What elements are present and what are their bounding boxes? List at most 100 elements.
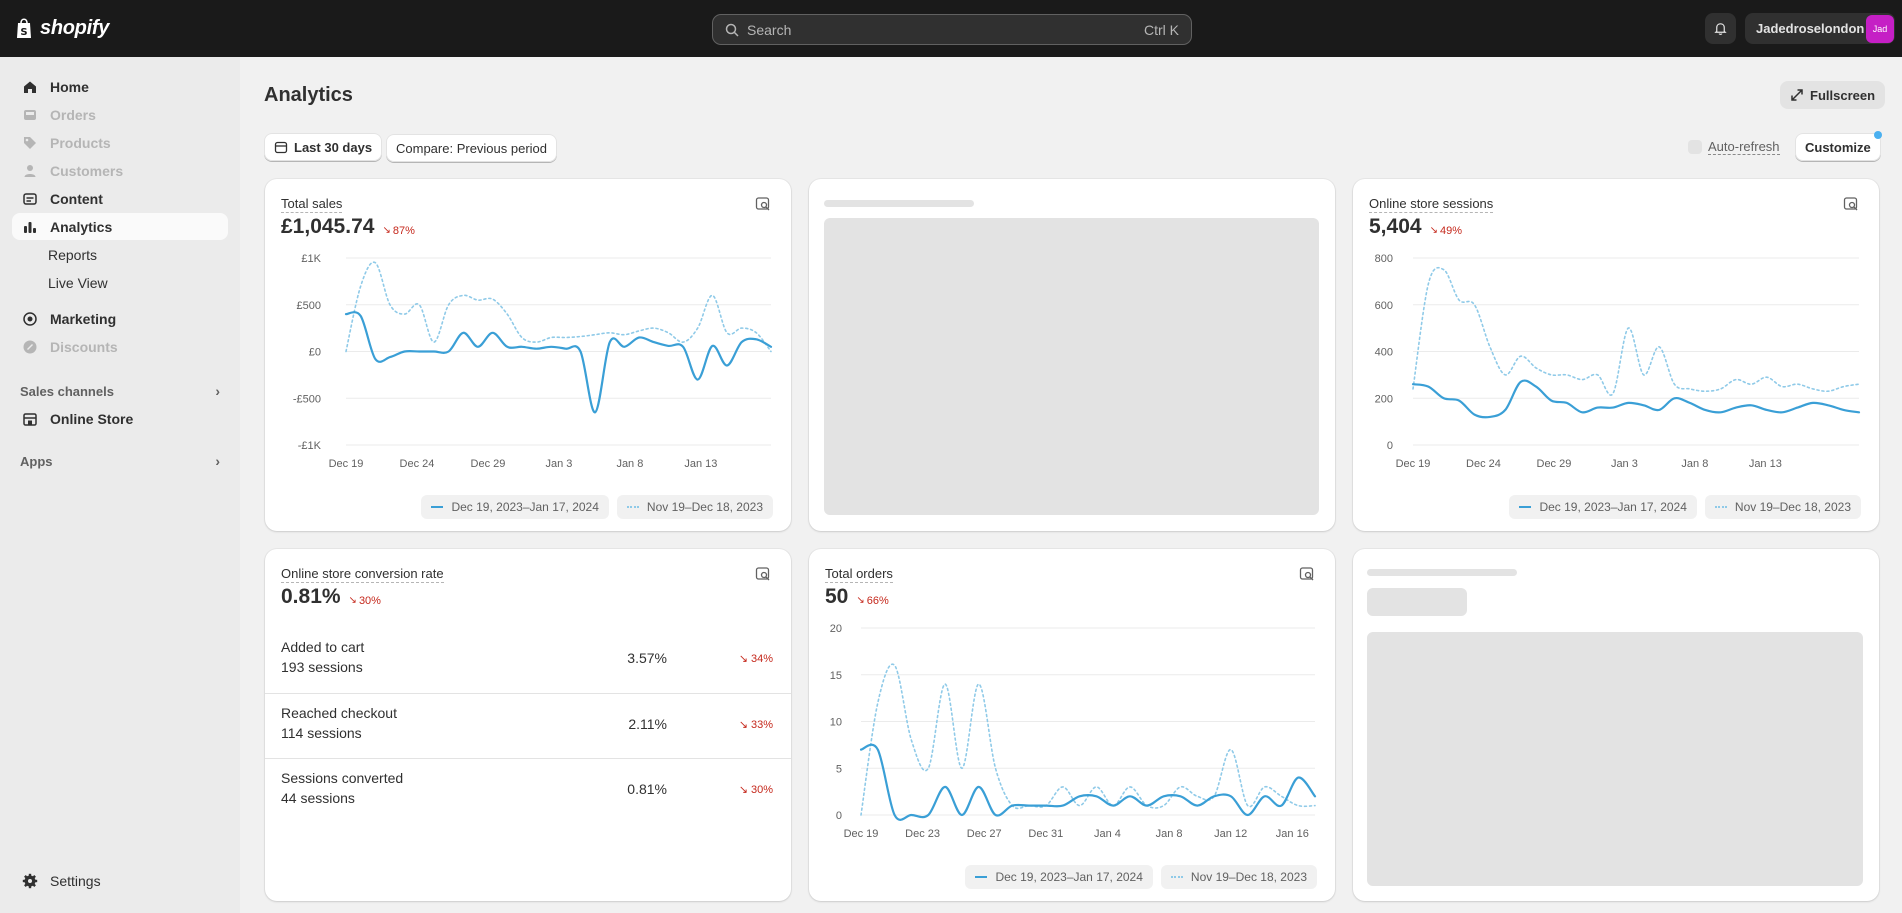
home-icon — [22, 79, 38, 95]
y-tick-label: 400 — [1375, 347, 1393, 359]
legend-previous[interactable]: Nov 19–Dec 18, 2023 — [1704, 495, 1861, 519]
chart-legend: Dec 19, 2023–Jan 17, 2024 Nov 19–Dec 18,… — [1509, 495, 1861, 519]
row-delta: ↘ 34% — [738, 653, 773, 665]
store-menu-button[interactable]: Jadedroselondon Jad — [1745, 13, 1895, 44]
delta-badge: ↘ 66% — [856, 595, 888, 607]
sidebar-item-label: Discounts — [50, 338, 118, 355]
legend-swatch — [1714, 506, 1727, 508]
explore-icon[interactable] — [1299, 566, 1315, 582]
search-shortcut: Ctrl K — [1144, 21, 1179, 38]
chevron-right-icon: › — [215, 453, 220, 469]
chevron-right-icon: › — [215, 383, 220, 399]
conversion-row: Reached checkout 114 sessions 2.11% ↘ 33… — [265, 693, 791, 758]
shopping-bag-icon: S — [17, 18, 31, 38]
settings-label: Settings — [50, 873, 101, 889]
tag-icon — [22, 135, 38, 151]
legend-current[interactable]: Dec 19, 2023–Jan 17, 2024 — [965, 865, 1153, 889]
sidebar-item-label: Orders — [50, 106, 96, 123]
card-title[interactable]: Total orders — [825, 566, 893, 583]
x-tick-label: Dec 19 — [844, 828, 879, 840]
target-icon — [22, 311, 38, 327]
page-title: Analytics — [264, 84, 353, 106]
legend-label: Nov 19–Dec 18, 2023 — [1190, 870, 1307, 884]
date-range-button[interactable]: Last 30 days — [264, 133, 383, 161]
fullscreen-button[interactable]: Fullscreen — [1780, 81, 1886, 109]
shopify-logo[interactable]: S shopify — [14, 16, 109, 40]
explore-icon[interactable] — [1843, 196, 1859, 212]
store-name: Jadedroselondon — [1756, 21, 1865, 36]
legend-previous[interactable]: Nov 19–Dec 18, 2023 — [1160, 865, 1317, 889]
card-value: 0.81% ↘ 30% — [281, 585, 381, 609]
y-tick-label: 20 — [830, 623, 842, 635]
legend-swatch — [626, 506, 639, 508]
y-tick-label: £0 — [309, 347, 321, 359]
sidebar-item-discounts[interactable]: Discounts — [12, 333, 228, 360]
x-tick-label: Dec 31 — [1028, 828, 1063, 840]
customize-button[interactable]: Customize — [1795, 133, 1881, 161]
legend-swatch — [431, 506, 444, 508]
sidebar-item-marketing[interactable]: Marketing — [12, 305, 228, 332]
settings-link[interactable]: Settings — [22, 873, 101, 889]
y-tick-label: 0 — [836, 810, 842, 822]
section-label: Sales channels — [20, 383, 114, 399]
sidebar-item-online-store[interactable]: Online Store — [12, 405, 228, 432]
x-tick-label: Jan 3 — [1611, 458, 1638, 470]
apps-section[interactable]: Apps › — [20, 453, 220, 469]
legend-swatch — [1170, 876, 1183, 878]
gear-icon — [22, 873, 38, 889]
x-tick-label: Jan 4 — [1094, 828, 1121, 840]
discount-icon — [22, 339, 38, 355]
date-range-label: Last 30 days — [294, 139, 373, 155]
sidebar-item-live-view[interactable]: Live View — [12, 269, 228, 296]
y-tick-label: £500 — [297, 300, 321, 312]
storefront-icon — [22, 411, 38, 427]
conversion-card[interactable]: Online store conversion rate 0.81% ↘ 30% … — [265, 549, 791, 901]
sidebar-item-customers[interactable]: Customers — [12, 157, 228, 184]
explore-icon[interactable] — [755, 566, 771, 582]
card-title[interactable]: Online store sessions — [1369, 196, 1494, 213]
x-tick-label: Dec 24 — [1466, 458, 1501, 470]
delta-value: 87% — [392, 224, 415, 237]
sales-channels-section[interactable]: Sales channels › — [20, 383, 220, 399]
row-sessions: 193 sessions — [281, 659, 363, 675]
sidebar-item-home[interactable]: Home — [12, 73, 228, 100]
legend-previous[interactable]: Nov 19–Dec 18, 2023 — [616, 495, 773, 519]
x-tick-label: Dec 19 — [1396, 458, 1431, 470]
delta-value: 30% — [358, 594, 381, 607]
card-title[interactable]: Total sales — [281, 196, 343, 213]
notifications-button[interactable] — [1705, 13, 1736, 44]
sidebar-item-reports[interactable]: Reports — [12, 241, 228, 268]
legend-current[interactable]: Dec 19, 2023–Jan 17, 2024 — [1509, 495, 1697, 519]
sidebar-item-orders[interactable]: Orders — [12, 101, 228, 128]
sidebar-item-products[interactable]: Products — [12, 129, 228, 156]
x-tick-label: Jan 12 — [1214, 828, 1247, 840]
card-value: £1,045.74 ↘ 87% — [281, 215, 415, 239]
x-tick-label: Dec 24 — [400, 458, 435, 470]
x-tick-label: Dec 23 — [905, 828, 940, 840]
legend-label: Dec 19, 2023–Jan 17, 2024 — [1539, 500, 1687, 514]
y-tick-label: 10 — [830, 717, 842, 729]
search-input[interactable]: Search Ctrl K — [712, 14, 1192, 45]
card-title[interactable]: Online store conversion rate — [281, 566, 444, 583]
expand-icon — [1791, 89, 1803, 101]
auto-refresh-toggle[interactable]: Auto-refresh — [1688, 139, 1780, 155]
legend-current[interactable]: Dec 19, 2023–Jan 17, 2024 — [421, 495, 609, 519]
sessions-card[interactable]: Online store sessions 5,404 ↘ 49% 800 600 4… — [1353, 179, 1879, 531]
customize-label: Customize — [1805, 139, 1871, 155]
explore-icon[interactable] — [755, 196, 771, 212]
y-tick-label: -£1K — [298, 440, 322, 452]
sidebar-item-label: Customers — [50, 162, 124, 179]
total-sales-card[interactable]: Total sales £1,045.74 ↘ 87% £1K £500 £0 -£50… — [265, 179, 791, 531]
sidebar-item-content[interactable]: Content — [12, 185, 228, 212]
inbox-icon — [22, 107, 38, 123]
row-sessions: 114 sessions — [281, 725, 362, 741]
orders-card[interactable]: Total orders 50 ↘ 66% 20 15 10 5 0 Dec 19 Dec 2… — [809, 549, 1335, 901]
x-tick-label: Jan 13 — [684, 458, 717, 470]
total-sales-chart: £1K £500 £0 -£500 -£1K Dec 19 Dec 24 Dec 29 Jan … — [293, 253, 773, 470]
row-label: Sessions converted — [281, 770, 404, 786]
compare-button[interactable]: Compare: Previous period — [386, 134, 558, 162]
sidebar-item-analytics[interactable]: Analytics — [12, 213, 228, 240]
svg-text:S: S — [20, 27, 27, 38]
auto-refresh-checkbox[interactable] — [1688, 140, 1702, 154]
brand-name: shopify — [40, 16, 110, 39]
